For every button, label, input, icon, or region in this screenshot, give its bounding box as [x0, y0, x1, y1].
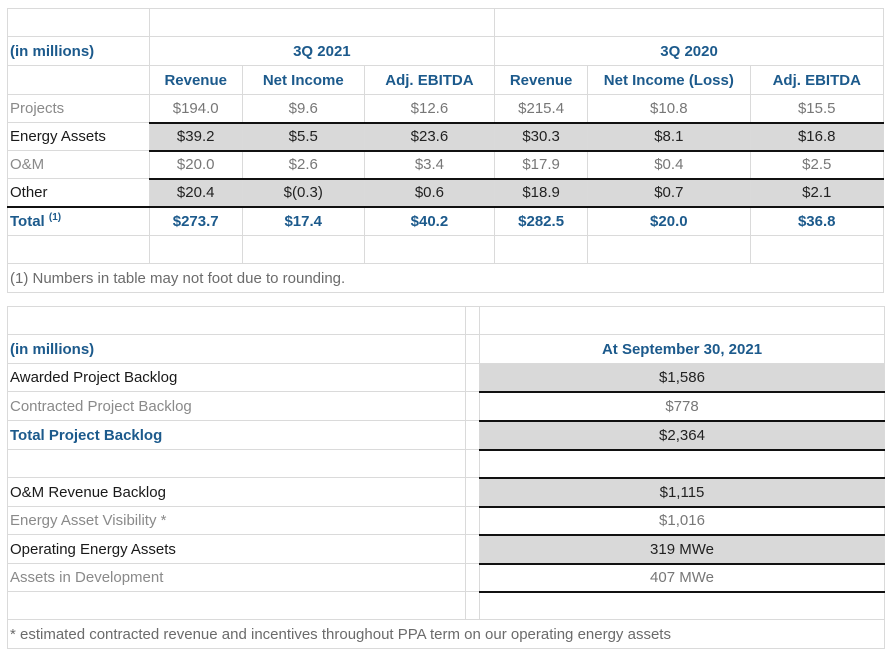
backlog-table: (in millions) At September 30, 2021 Awar…	[7, 306, 885, 649]
cell-value: $0.6	[363, 178, 496, 207]
cell-value: $2.5	[749, 150, 884, 180]
table-row: Operating Energy Assets 319 MWe	[7, 534, 885, 565]
total-value: $282.5	[494, 205, 589, 236]
cell-value: $(0.3)	[241, 178, 365, 207]
table-row: Energy Asset Visibility * $1,016	[7, 506, 885, 536]
row-label: Total Project Backlog	[7, 420, 466, 450]
table-row: Projects $194.0 $9.6 $12.6 $215.4 $10.8 …	[7, 94, 884, 124]
cell-value: $2.1	[749, 178, 884, 207]
total-value: $36.8	[749, 205, 884, 236]
unit-label: (in millions)	[7, 334, 466, 364]
cell-value: $1,115	[479, 477, 885, 508]
total-value: $40.2	[363, 205, 496, 236]
cell-value: 407 MWe	[479, 563, 885, 593]
total-row: Total Project Backlog $2,364	[7, 420, 885, 451]
total-value: $273.7	[148, 205, 243, 236]
row-label: Projects	[7, 94, 150, 123]
cell-value: $3.4	[363, 150, 496, 180]
cell-value: $1,016	[479, 506, 885, 536]
column-header: Net Income (Loss)	[587, 65, 751, 95]
row-label: Other	[7, 178, 150, 207]
row-label: Awarded Project Backlog	[7, 363, 466, 392]
cell-value: $0.4	[587, 150, 751, 180]
cell-value: $194.0	[148, 94, 243, 124]
total-row: Total (1) $273.7 $17.4 $40.2 $282.5 $20.…	[7, 205, 884, 236]
cell-value: $1,586	[479, 363, 885, 393]
column-header: Adj. EBITDA	[749, 65, 884, 95]
row-label: Assets in Development	[7, 563, 466, 592]
column-header: At September 30, 2021	[479, 334, 885, 364]
cell-value: $2.6	[241, 150, 365, 180]
cell-value: $5.5	[241, 122, 365, 152]
cell-value: $39.2	[148, 122, 243, 152]
table-row: Energy Assets $39.2 $5.5 $23.6 $30.3 $8.…	[7, 122, 884, 152]
period-header-2020: 3Q 2020	[494, 36, 884, 66]
cell-value: $15.5	[749, 94, 884, 124]
table-row: Awarded Project Backlog $1,586	[7, 363, 885, 393]
row-label: Energy Asset Visibility *	[7, 506, 466, 535]
table-row: Assets in Development 407 MWe	[7, 563, 885, 593]
cell-value: $778	[479, 391, 885, 422]
table-row: Contracted Project Backlog $778	[7, 391, 885, 422]
cell-value: $23.6	[363, 122, 496, 152]
column-header: Adj. EBITDA	[363, 65, 496, 95]
footnote-marker: (1)	[48, 212, 62, 224]
column-header: Net Income	[241, 65, 365, 95]
row-label: O&M Revenue Backlog	[7, 477, 466, 507]
cell-value: $17.9	[494, 150, 589, 180]
row-label: Contracted Project Backlog	[7, 391, 466, 421]
cell-value: $215.4	[494, 94, 589, 124]
cell-value: $0.7	[587, 178, 751, 207]
cell-value: 319 MWe	[479, 534, 885, 565]
unit-label: (in millions)	[7, 36, 150, 66]
table-row: O&M $20.0 $2.6 $3.4 $17.9 $0.4 $2.5	[7, 150, 884, 180]
row-label: Energy Assets	[7, 122, 150, 151]
total-value: $17.4	[241, 205, 365, 236]
cell-value: $8.1	[587, 122, 751, 152]
column-header: Revenue	[148, 65, 243, 95]
cell-value: $20.0	[148, 150, 243, 180]
cell-value: $18.9	[494, 178, 589, 207]
table-row: Other $20.4 $(0.3) $0.6 $18.9 $0.7 $2.1	[7, 178, 884, 207]
cell-value: $2,364	[479, 420, 885, 451]
row-label: Operating Energy Assets	[7, 534, 466, 564]
total-label: Total	[10, 213, 45, 231]
cell-value: $30.3	[494, 122, 589, 152]
column-header: Revenue	[494, 65, 589, 95]
table-row: O&M Revenue Backlog $1,115	[7, 477, 885, 508]
cell-value: $20.4	[148, 178, 243, 207]
footnote: * estimated contracted revenue and incen…	[7, 619, 885, 649]
total-value: $20.0	[587, 205, 751, 236]
cell-value: $10.8	[587, 94, 751, 124]
period-header-2021: 3Q 2021	[148, 36, 496, 66]
row-label: O&M	[7, 150, 150, 179]
cell-value: $9.6	[241, 94, 365, 124]
footnote: (1) Numbers in table may not foot due to…	[7, 263, 884, 293]
cell-value: $12.6	[363, 94, 496, 124]
cell-value: $16.8	[749, 122, 884, 152]
segment-financials-table: (in millions) 3Q 2021 3Q 2020 Revenue Ne…	[7, 8, 884, 293]
